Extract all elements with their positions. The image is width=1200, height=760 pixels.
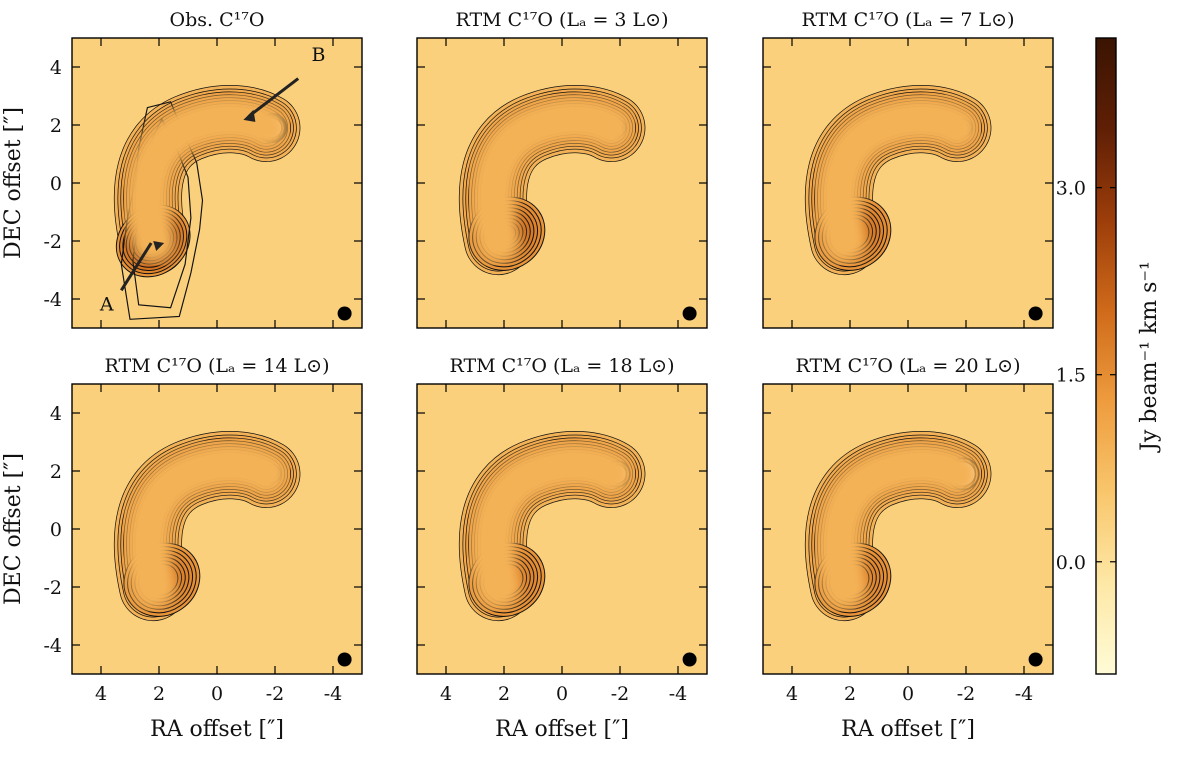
x-tick-label: 0 bbox=[556, 683, 568, 705]
colorbar-tick-label: 1.5 bbox=[1056, 365, 1086, 387]
y-tick-label: -2 bbox=[43, 577, 62, 599]
emission-layer bbox=[804, 431, 992, 622]
panel-title: Obs. C¹⁷O bbox=[170, 9, 265, 31]
x-axis-label: RA offset [″] bbox=[150, 717, 284, 742]
beam-marker bbox=[337, 652, 352, 667]
emission-glow bbox=[469, 441, 635, 611]
label-source-b: B bbox=[312, 44, 326, 66]
emission-layer bbox=[113, 85, 301, 320]
x-tick-label: 2 bbox=[498, 683, 510, 705]
colorbar-bar bbox=[1095, 37, 1117, 675]
arrowhead-source-a bbox=[153, 241, 165, 251]
label-source-a: A bbox=[99, 294, 114, 316]
emission-glow bbox=[815, 441, 981, 611]
colorbar-tick-label: 3.0 bbox=[1056, 178, 1086, 200]
emission-layer bbox=[804, 85, 992, 276]
panel-title: RTM C¹⁷O (Lₐ = 7 L⊙) bbox=[802, 9, 1015, 31]
emission-layer bbox=[458, 85, 646, 276]
panel-title: RTM C¹⁷O (Lₐ = 3 L⊙) bbox=[456, 9, 669, 31]
y-tick-label: 4 bbox=[50, 57, 62, 79]
panel-grid: Obs. C¹⁷O 4 2 0 -2 -4 DEC offset [″] A B RTM C¹⁷O… bbox=[1, 9, 1054, 742]
y-tick-label: 2 bbox=[50, 115, 62, 137]
beam-marker bbox=[682, 306, 697, 321]
emission-glow-path bbox=[469, 95, 635, 265]
x-axis-label: RA offset [″] bbox=[495, 717, 629, 742]
panel-la3: RTM C¹⁷O (Lₐ = 3 L⊙) bbox=[416, 9, 708, 329]
panel-la20: RTM C¹⁷O (Lₐ = 20 L⊙) 4 2 0 -2 -4 RA offset [″… bbox=[762, 355, 1054, 742]
emission-glow-path bbox=[124, 441, 290, 611]
x-tick-label: 2 bbox=[844, 683, 856, 705]
y-tick-label: -4 bbox=[43, 289, 62, 311]
x-tick-label: -4 bbox=[324, 683, 343, 705]
colorbar-tick-label: 0.0 bbox=[1056, 552, 1086, 574]
x-tick-label: 4 bbox=[440, 683, 452, 705]
emission-glow-path bbox=[815, 95, 981, 265]
y-tick-label: 0 bbox=[50, 173, 62, 195]
y-tick-label: -4 bbox=[43, 635, 62, 657]
emission-glow bbox=[124, 95, 290, 265]
arrow-source-a bbox=[120, 242, 153, 292]
beam-marker bbox=[1028, 306, 1043, 321]
y-axis-label: DEC offset [″] bbox=[1, 107, 26, 259]
panel-la14: RTM C¹⁷O (Lₐ = 14 L⊙) 4 2 0 -2 -4 4 2 0 -2 -4 DEC o… bbox=[1, 355, 363, 742]
emission-layer bbox=[458, 431, 646, 622]
emission-glow-path bbox=[815, 441, 981, 611]
panel-title: RTM C¹⁷O (Lₐ = 14 L⊙) bbox=[104, 355, 329, 377]
emission-glow bbox=[124, 441, 290, 611]
x-tick-label: 0 bbox=[902, 683, 914, 705]
x-tick-label: -4 bbox=[1015, 683, 1034, 705]
x-tick-label: -2 bbox=[957, 683, 976, 705]
x-tick-label: 2 bbox=[153, 683, 165, 705]
x-tick-label: 4 bbox=[95, 683, 107, 705]
emission-glow-path bbox=[124, 95, 290, 265]
y-tick-label: 4 bbox=[50, 403, 62, 425]
panel-la7: RTM C¹⁷O (Lₐ = 7 L⊙) bbox=[762, 9, 1054, 329]
beam-marker bbox=[337, 306, 352, 321]
panel-title: RTM C¹⁷O (Lₐ = 20 L⊙) bbox=[795, 355, 1020, 377]
panel-obs: Obs. C¹⁷O 4 2 0 -2 -4 DEC offset [″] A B bbox=[1, 9, 363, 329]
emission-glow bbox=[815, 95, 981, 265]
panel-title: RTM C¹⁷O (Lₐ = 18 L⊙) bbox=[449, 355, 674, 377]
beam-marker bbox=[1028, 652, 1043, 667]
emission-glow bbox=[469, 95, 635, 265]
x-tick-label: 0 bbox=[211, 683, 223, 705]
y-tick-label: 2 bbox=[50, 461, 62, 483]
y-tick-label: 0 bbox=[50, 519, 62, 541]
arrow-source-b bbox=[248, 77, 300, 118]
x-tick-label: -4 bbox=[669, 683, 688, 705]
emission-glow-path bbox=[469, 441, 635, 611]
x-tick-label: -2 bbox=[611, 683, 630, 705]
colorbar: 0.0 1.5 3.0 Jy beam⁻¹ km s⁻¹ bbox=[1056, 37, 1162, 675]
panel-la18: RTM C¹⁷O (Lₐ = 18 L⊙) 4 2 0 -2 -4 RA offset [″… bbox=[416, 355, 708, 742]
arrowhead-source-b bbox=[243, 109, 256, 122]
x-tick-label: -2 bbox=[266, 683, 285, 705]
x-tick-label: 4 bbox=[786, 683, 798, 705]
x-axis-label: RA offset [″] bbox=[841, 717, 975, 742]
y-axis-label: DEC offset [″] bbox=[1, 453, 26, 605]
y-tick-label: -2 bbox=[43, 231, 62, 253]
colorbar-label: Jy beam⁻¹ km s⁻¹ bbox=[1137, 261, 1162, 453]
emission-layer bbox=[113, 431, 301, 622]
beam-marker bbox=[682, 652, 697, 667]
